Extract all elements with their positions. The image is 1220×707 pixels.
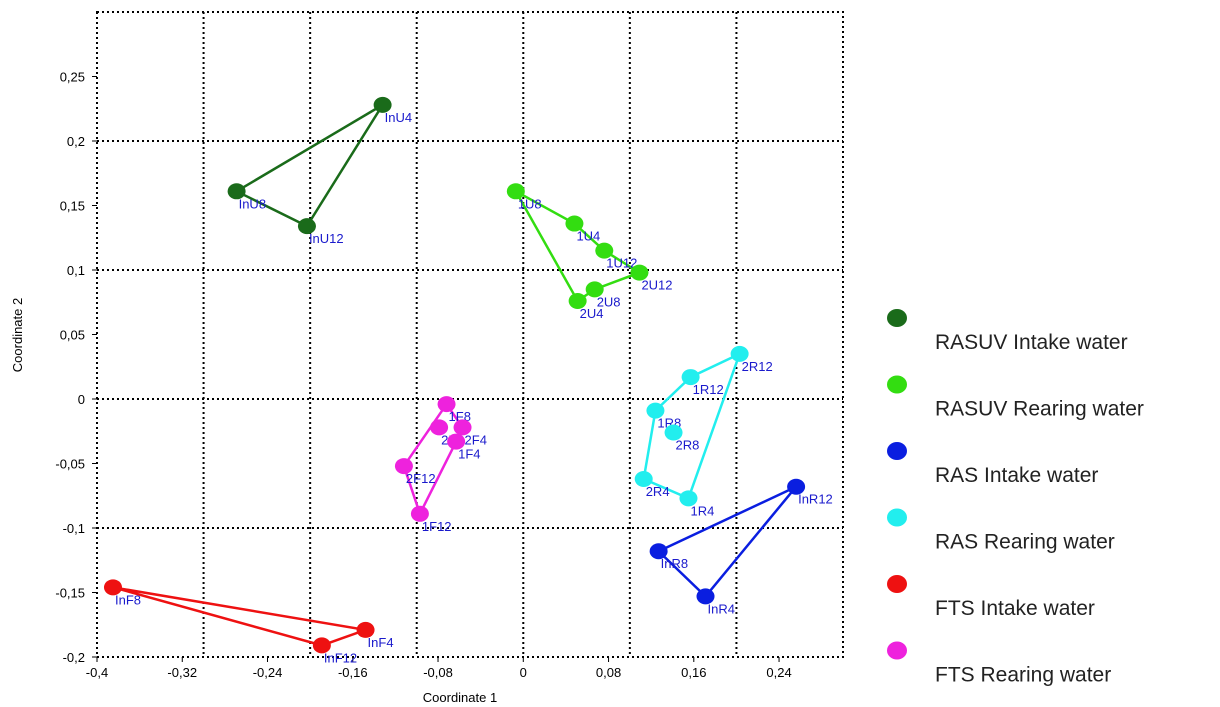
point-label: InF4 [368, 635, 394, 650]
x-tick-label: -0,16 [338, 665, 368, 680]
point-label: 2U4 [580, 306, 604, 321]
x-tick-label: -0,24 [253, 665, 283, 680]
point [447, 433, 466, 450]
point-label: 1F12 [422, 519, 452, 534]
legend-marker [887, 641, 907, 660]
legend-label: RAS Rearing water [935, 531, 1115, 554]
legend-label: FTS Intake water [935, 597, 1095, 620]
point [437, 396, 456, 413]
point-label: 1U4 [576, 229, 600, 244]
legend-label: RAS Intake water [935, 464, 1098, 487]
y-tick-label: -0,1 [63, 521, 85, 536]
point [430, 419, 449, 436]
point [679, 490, 698, 507]
y-tick-label: 0,05 [60, 328, 85, 343]
plot-frame [96, 11, 844, 658]
legend-marker [887, 442, 907, 460]
point [595, 242, 614, 259]
point [453, 419, 472, 436]
point-label: 1F4 [458, 447, 480, 462]
point-label: 1U12 [606, 256, 637, 271]
point [787, 478, 806, 495]
y-tick-label: 0,25 [60, 70, 85, 85]
point [646, 402, 665, 419]
x-tick-label: -0,32 [167, 665, 197, 680]
y-tick-label: 0,15 [60, 199, 85, 214]
point [394, 458, 413, 475]
point-label: InR8 [661, 556, 688, 571]
y-tick-label: 0,1 [67, 263, 85, 278]
point-label: InU8 [239, 196, 266, 211]
point-label: InU4 [385, 110, 412, 125]
x-tick-label: -0,08 [423, 665, 453, 680]
point [630, 264, 649, 281]
y-tick-label: -0,2 [63, 650, 85, 665]
y-tick-label: 0 [78, 392, 85, 407]
y-tick-label: -0,05 [55, 457, 85, 472]
legend-label: FTS Rearing water [935, 664, 1111, 687]
x-axis-label: Coordinate 1 [423, 690, 497, 705]
point [506, 183, 525, 200]
point [227, 183, 246, 200]
legend-marker [887, 309, 907, 327]
x-tick-label: 0 [520, 665, 527, 680]
x-tick-label: 0,16 [681, 665, 706, 680]
point [565, 215, 584, 232]
point-label: 1R4 [690, 503, 714, 518]
point [373, 96, 392, 113]
group-outline [642, 351, 742, 501]
point-label: InF8 [115, 592, 141, 607]
group-outline [112, 586, 371, 647]
point-label: InF12 [324, 650, 357, 665]
point-label: InU12 [309, 231, 344, 246]
legend-marker [887, 508, 907, 527]
point-label: 2U8 [597, 294, 621, 309]
point-label: InR12 [798, 492, 833, 507]
point-label: 2R8 [676, 438, 700, 453]
y-tick-label: -0,15 [55, 586, 85, 601]
legend-label: RASUV Intake water [935, 331, 1128, 354]
point [297, 218, 316, 235]
point [312, 637, 331, 654]
x-tick-label: 0,08 [596, 665, 621, 680]
x-tick-label: -0,4 [86, 665, 108, 680]
point-label: 1U8 [518, 196, 542, 211]
group-outline [656, 485, 798, 599]
point [634, 470, 653, 487]
point [356, 621, 375, 638]
x-tick-label: 0,24 [766, 665, 791, 680]
point [730, 345, 749, 362]
legend-label: RASUV Rearing water [935, 398, 1144, 421]
point-label: 2R4 [646, 484, 670, 499]
point-label: 2U12 [641, 278, 672, 293]
point [696, 588, 715, 605]
point-label: 1R12 [693, 382, 724, 397]
point-label: InR4 [708, 601, 735, 616]
y-tick-label: 0,2 [67, 134, 85, 149]
legend-marker [887, 575, 907, 593]
point [649, 543, 668, 560]
point [568, 292, 587, 309]
point [585, 281, 604, 298]
point [681, 369, 700, 386]
point [664, 424, 683, 441]
point-label: 2F12 [406, 471, 436, 486]
point [410, 505, 429, 522]
point-label: 2R12 [742, 359, 773, 374]
legend-marker [887, 375, 907, 394]
y-axis-label: Coordinate 2 [10, 298, 25, 372]
point [103, 579, 122, 596]
group-outline [233, 103, 384, 228]
point-label: 2F4 [465, 432, 487, 447]
